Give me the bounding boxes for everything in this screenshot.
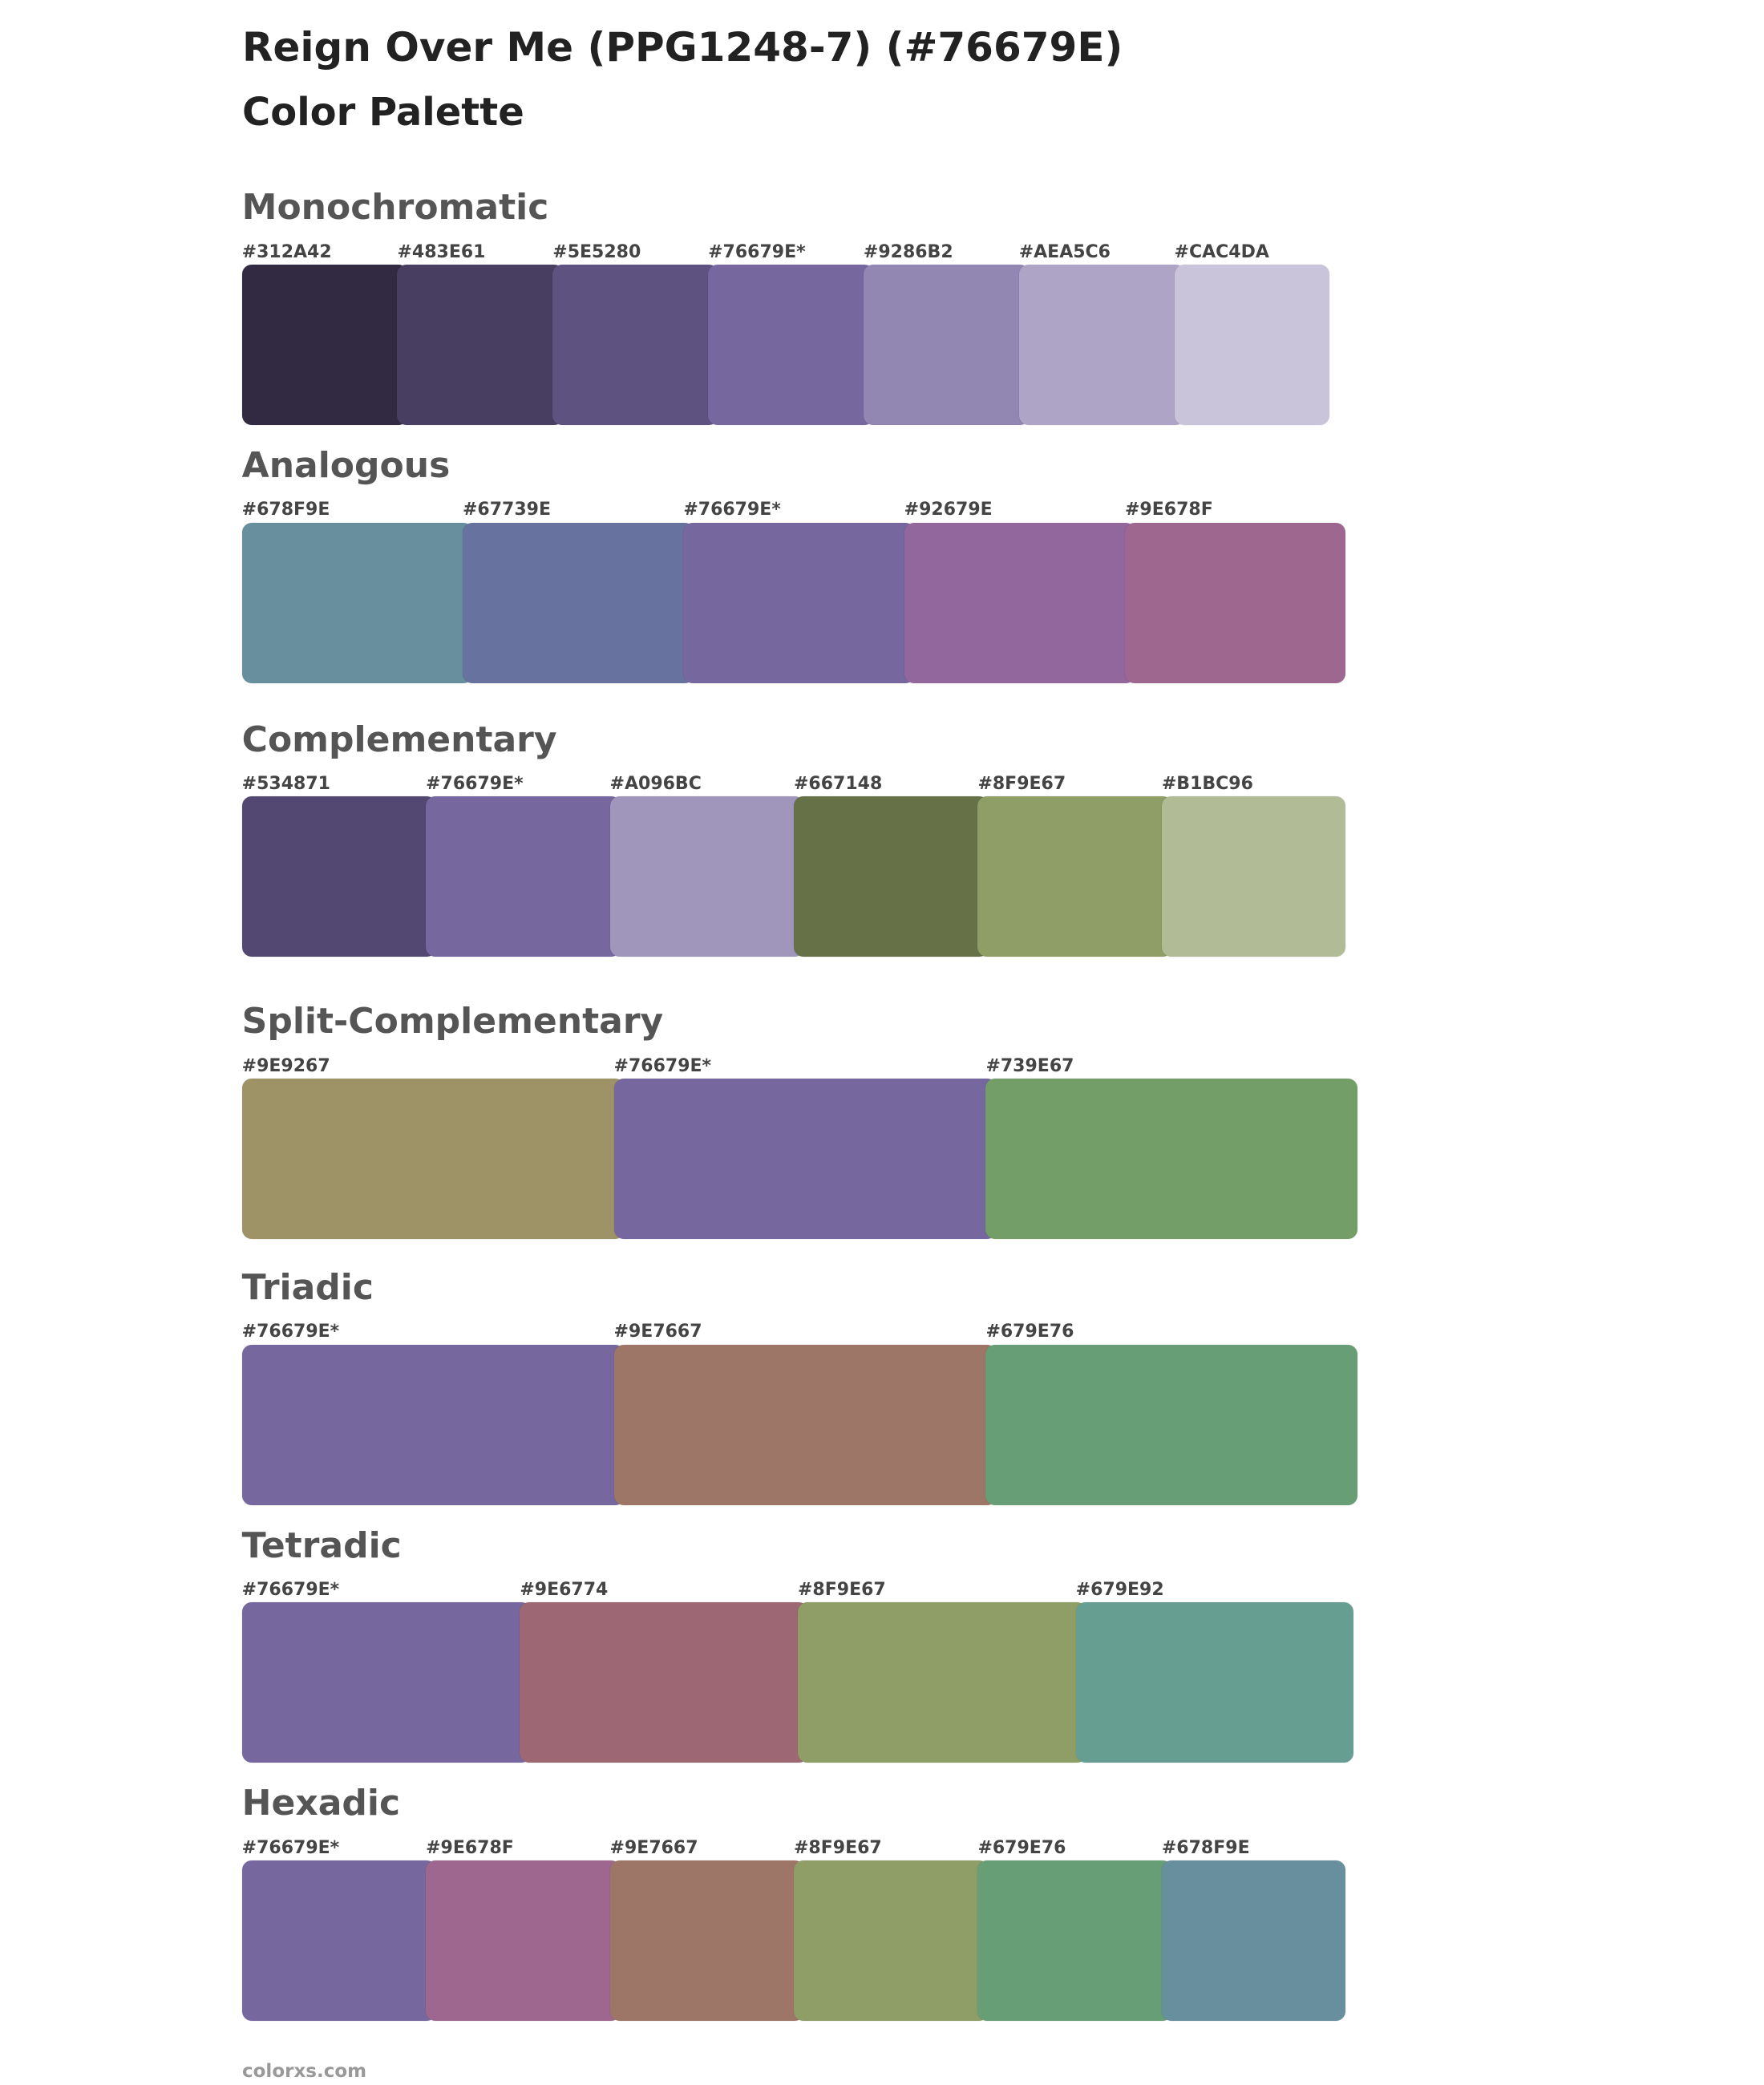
swatch xyxy=(426,796,621,957)
section-heading: Triadic xyxy=(241,1267,374,1308)
swatch xyxy=(613,1079,997,1239)
swatch-label: #A096BC xyxy=(609,774,702,794)
swatch xyxy=(609,1860,805,2021)
section-heading: Analogous xyxy=(241,445,451,486)
swatch-label: #312A42 xyxy=(241,241,332,262)
swatch xyxy=(985,1344,1358,1505)
swatch xyxy=(1018,265,1185,425)
swatch xyxy=(977,796,1173,957)
swatch-label: #9E678F xyxy=(426,1837,514,1858)
swatch-label: #76679E* xyxy=(613,1055,712,1076)
title: Reign Over Me (PPG1248-7) (#76679E) xyxy=(242,24,1123,71)
swatch-label: #483E61 xyxy=(397,241,486,262)
swatch xyxy=(520,1602,809,1763)
swatch-label: #9E678F xyxy=(1125,500,1213,520)
swatch-label: #76679E* xyxy=(241,1322,340,1342)
swatch xyxy=(241,265,408,425)
swatch xyxy=(1174,265,1330,425)
swatch-label: #5E5280 xyxy=(552,241,641,262)
swatch xyxy=(241,1860,437,2021)
swatch-label: #534871 xyxy=(241,774,330,794)
swatch xyxy=(397,265,564,425)
footer: colorxs.com xyxy=(242,2061,367,2082)
swatch xyxy=(863,265,1030,425)
swatch xyxy=(241,796,437,957)
swatch-label: #76679E* xyxy=(426,774,524,794)
swatch-label: #678F9E xyxy=(1161,1837,1250,1858)
swatch-label: #8F9E67 xyxy=(977,774,1066,794)
swatch xyxy=(1161,1860,1346,2021)
swatch-label: #9286B2 xyxy=(863,241,953,262)
swatch xyxy=(1125,522,1346,683)
swatch-label: #92679E xyxy=(904,500,993,520)
swatch xyxy=(977,1860,1173,2021)
swatch xyxy=(241,1602,531,1763)
swatch-label: #67739E xyxy=(463,500,551,520)
swatch xyxy=(1161,796,1346,957)
swatch-label: #CAC4DA xyxy=(1174,241,1269,262)
swatch xyxy=(609,796,805,957)
swatch-label: #678F9E xyxy=(241,500,330,520)
swatch xyxy=(794,796,989,957)
section-heading: Tetradic xyxy=(241,1524,402,1566)
swatch xyxy=(613,1344,997,1505)
swatch xyxy=(904,522,1136,683)
swatch-label: #739E67 xyxy=(985,1055,1074,1076)
swatch-label: #76679E* xyxy=(241,1837,340,1858)
swatch xyxy=(708,265,875,425)
swatch xyxy=(1075,1602,1354,1763)
swatch-label: #8F9E67 xyxy=(798,1580,886,1600)
swatch-label: #76679E* xyxy=(683,500,781,520)
swatch-label: #667148 xyxy=(794,774,883,794)
swatch xyxy=(241,1344,625,1505)
section-heading: Monochromatic xyxy=(241,187,549,229)
swatch xyxy=(683,522,915,683)
section-heading: Split-Complementary xyxy=(241,1001,664,1042)
swatch-label: #9E7667 xyxy=(613,1322,702,1342)
swatch-label: #9E9267 xyxy=(241,1055,330,1076)
swatch xyxy=(241,522,474,683)
swatch xyxy=(798,1602,1086,1763)
section-heading: Complementary xyxy=(241,719,557,760)
swatch-label: #76679E* xyxy=(241,1580,340,1600)
swatch xyxy=(985,1079,1358,1239)
swatch-label: #B1BC96 xyxy=(1161,774,1253,794)
swatch-label: #679E92 xyxy=(1075,1580,1164,1600)
swatch xyxy=(463,522,694,683)
swatch xyxy=(794,1860,989,2021)
swatch-label: #9E7667 xyxy=(609,1837,698,1858)
swatch-label: #679E76 xyxy=(977,1837,1066,1858)
section-heading: Hexadic xyxy=(241,1783,401,1824)
swatch xyxy=(241,1079,625,1239)
swatch-label: #AEA5C6 xyxy=(1018,241,1111,262)
swatch-label: #8F9E67 xyxy=(794,1837,882,1858)
swatch xyxy=(426,1860,621,2021)
swatch xyxy=(552,265,719,425)
swatch-label: #76679E* xyxy=(708,241,806,262)
swatch-label: #9E6774 xyxy=(520,1580,609,1600)
swatch-label: #679E76 xyxy=(985,1322,1074,1342)
subtitle: Color Palette xyxy=(242,90,524,135)
